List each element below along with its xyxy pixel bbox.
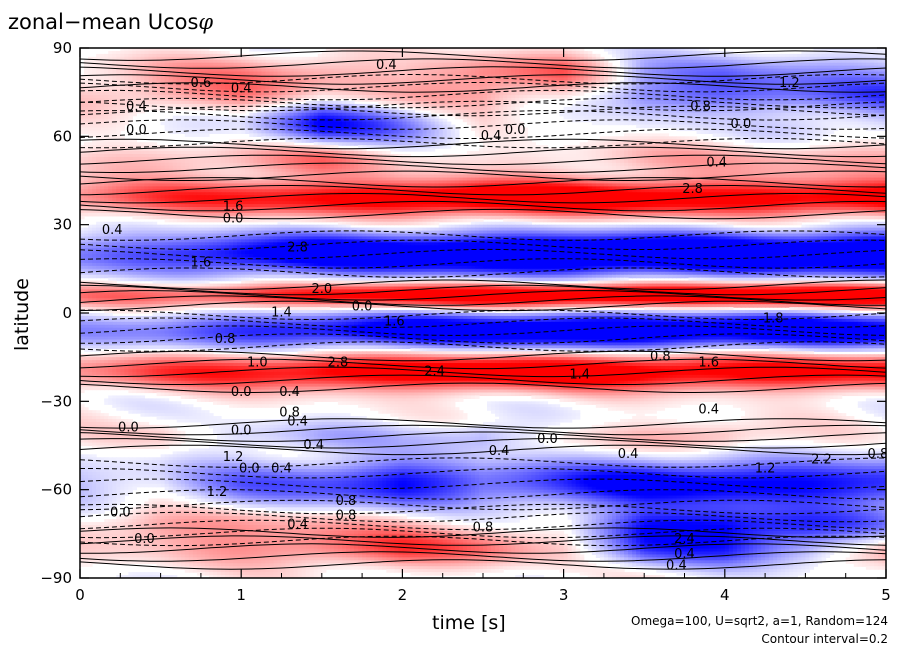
- field-cell: [330, 95, 335, 99]
- field-cell: [161, 122, 166, 126]
- field-cell: [519, 104, 524, 108]
- field-cell: [539, 95, 544, 99]
- field-cell: [620, 66, 625, 70]
- field-cell: [310, 95, 315, 99]
- field-cell: [318, 95, 323, 99]
- field-cell: [560, 95, 565, 99]
- field-cell: [334, 95, 339, 99]
- field-cell: [439, 110, 444, 114]
- field-cell: [842, 125, 847, 129]
- field-cell: [592, 122, 597, 126]
- field-cell: [431, 110, 436, 114]
- field-cell: [523, 101, 528, 105]
- field-cell: [249, 107, 254, 111]
- field-cell: [660, 125, 665, 129]
- field-cell: [572, 92, 577, 96]
- field-cell: [410, 104, 415, 108]
- field-cell: [165, 128, 170, 132]
- field-cell: [632, 122, 637, 126]
- field-cell: [568, 95, 573, 99]
- field-cell: [612, 77, 617, 81]
- field-cell: [664, 125, 669, 129]
- field-cell: [386, 101, 391, 105]
- field-cell: [838, 125, 843, 129]
- field-cell: [366, 98, 371, 102]
- field-cell: [564, 95, 569, 99]
- field-cell: [467, 122, 472, 126]
- field-cell: [628, 122, 633, 126]
- field-cell: [624, 122, 629, 126]
- field-cell: [547, 95, 552, 99]
- field-cell: [342, 95, 347, 99]
- field-cell: [378, 101, 383, 105]
- field-cell: [346, 95, 351, 99]
- field-cell: [604, 122, 609, 126]
- field-cell: [382, 101, 387, 105]
- field-cell: [253, 107, 258, 111]
- field-cell: [560, 113, 565, 117]
- field-cell: [564, 116, 569, 120]
- field-cell: [672, 125, 677, 129]
- field-cell: [668, 125, 673, 129]
- field-cell: [338, 95, 343, 99]
- field-cell: [652, 125, 657, 129]
- field-cell: [620, 122, 625, 126]
- field-cell: [608, 51, 613, 55]
- field-cell: [850, 125, 855, 129]
- field-cell: [596, 122, 601, 126]
- field-cell: [463, 119, 468, 123]
- field-cell: [608, 122, 613, 126]
- field-cell: [543, 95, 548, 99]
- field-cell: [854, 125, 859, 129]
- field-cell: [556, 95, 561, 99]
- field-cell: [120, 128, 125, 132]
- field-cell: [636, 125, 641, 129]
- field-cell: [455, 116, 460, 120]
- field-cell: [294, 98, 299, 102]
- field-cell: [527, 98, 532, 102]
- field-cell: [640, 125, 645, 129]
- field-cell: [644, 125, 649, 129]
- field-cell: [406, 104, 411, 108]
- field-cell: [616, 122, 621, 126]
- field-cell: [656, 125, 661, 129]
- field-cell: [648, 125, 653, 129]
- field-cell: [435, 110, 440, 114]
- field-cell: [245, 107, 250, 111]
- field-cell: [531, 98, 536, 102]
- field-cell: [326, 95, 331, 99]
- field-cell: [600, 122, 605, 126]
- field-cell: [568, 116, 573, 120]
- field-cell: [612, 54, 617, 58]
- field-cell: [306, 95, 311, 99]
- field-cell: [576, 92, 581, 96]
- field-cell: [128, 119, 133, 123]
- field-cell: [261, 104, 266, 108]
- field-cell: [322, 95, 327, 99]
- field-cell: [459, 116, 464, 120]
- field-cell: [862, 125, 867, 129]
- field-cell: [846, 125, 851, 129]
- field-cell: [402, 104, 407, 108]
- field-cell: [580, 92, 585, 96]
- field-cell: [350, 95, 355, 99]
- field-cell: [265, 104, 270, 108]
- field-cell: [314, 95, 319, 99]
- field-cell: [552, 95, 557, 99]
- field-cell: [390, 101, 395, 105]
- field-cell: [257, 104, 262, 108]
- field-cell: [612, 122, 617, 126]
- field-cell: [858, 125, 863, 129]
- field-cell: [394, 101, 399, 105]
